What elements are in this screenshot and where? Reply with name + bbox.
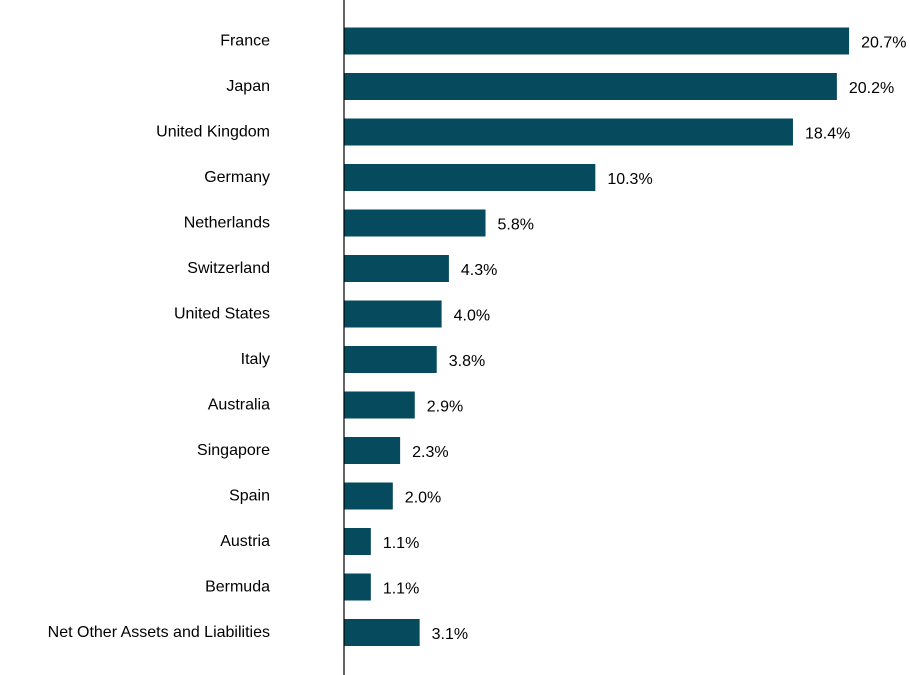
bar-10 (344, 482, 393, 510)
value-labels-group: 20.7% 20.2% 18.4% 10.3% 5.8% 4.3% 4.0% 3.8% 2.9%… (383, 35, 907, 644)
category-label-10: Spain (229, 488, 270, 505)
value-label-2: 18.4% (805, 126, 850, 143)
value-label-12: 1.1% (383, 581, 419, 598)
bar-6 (344, 300, 442, 328)
value-label-11: 1.1% (383, 535, 419, 552)
category-label-0: France (220, 33, 270, 50)
bar-2 (344, 118, 793, 146)
category-label-7: Italy (241, 351, 270, 368)
category-labels-group: France Japan United Kingdom Germany Netherla… (48, 33, 270, 642)
bar-8 (344, 391, 415, 419)
category-label-4: Netherlands (184, 215, 270, 232)
value-label-9: 2.3% (412, 444, 448, 461)
bar-13 (344, 619, 420, 646)
value-label-0: 20.7% (861, 35, 906, 52)
bar-12 (344, 573, 371, 601)
category-label-1: Japan (226, 78, 270, 95)
value-label-7: 3.8% (449, 353, 485, 370)
bar-5 (344, 255, 449, 282)
category-label-6: United States (174, 306, 270, 323)
bar-1 (344, 73, 837, 100)
category-label-12: Bermuda (205, 579, 270, 596)
value-label-13: 3.1% (432, 626, 468, 643)
bar-11 (344, 528, 371, 555)
value-label-4: 5.8% (498, 217, 534, 234)
category-label-2: United Kingdom (156, 124, 270, 141)
value-label-1: 20.2% (849, 80, 894, 97)
category-label-11: Austria (220, 533, 270, 550)
bar-9 (344, 437, 401, 464)
bars-group (344, 27, 850, 646)
value-label-8: 2.9% (427, 399, 463, 416)
category-label-3: Germany (204, 169, 270, 186)
bar-4 (344, 209, 486, 237)
bar-7 (344, 346, 437, 373)
value-label-6: 4.0% (454, 308, 490, 325)
category-label-9: Singapore (197, 442, 270, 459)
value-label-10: 2.0% (405, 490, 441, 507)
value-label-5: 4.3% (461, 262, 497, 279)
category-label-8: Australia (208, 397, 270, 414)
bar-3 (344, 164, 596, 191)
category-label-5: Switzerland (187, 260, 270, 277)
value-label-3: 10.3% (607, 171, 652, 188)
category-label-13: Net Other Assets and Liabilities (48, 624, 270, 641)
bar-0 (344, 27, 850, 55)
